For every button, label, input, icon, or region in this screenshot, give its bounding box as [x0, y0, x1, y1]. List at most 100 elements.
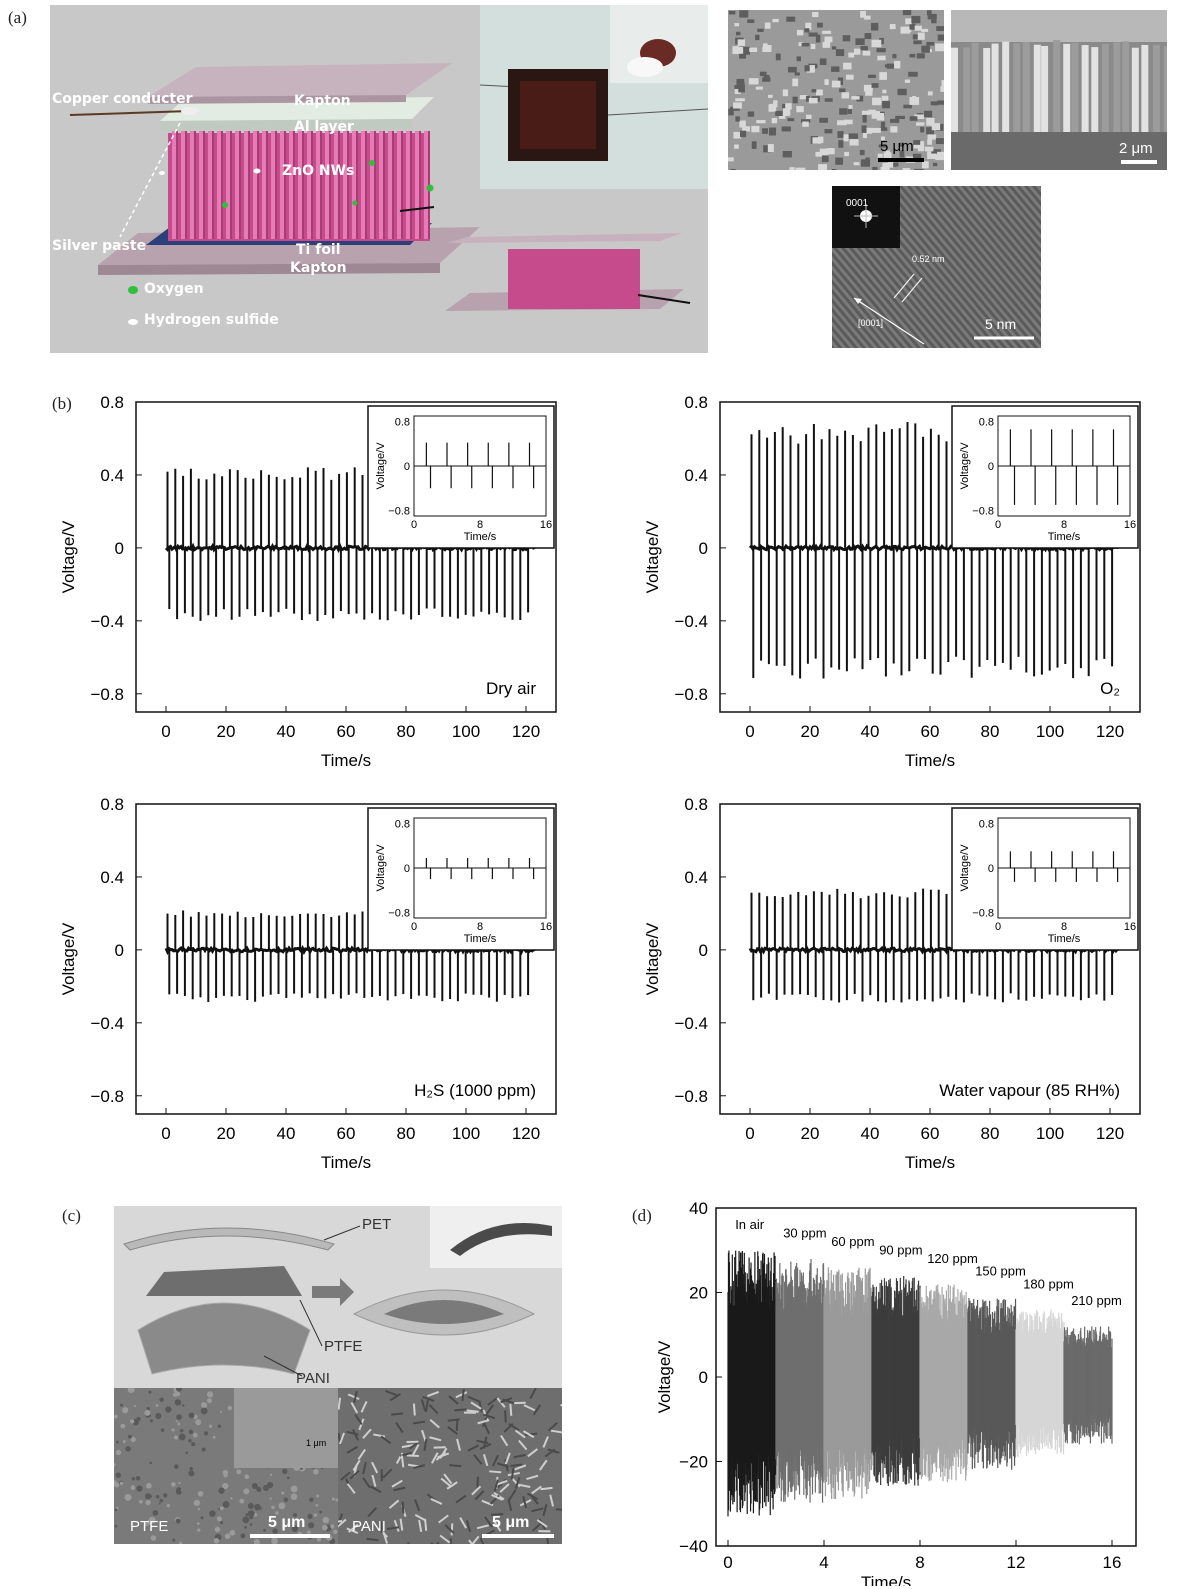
sem-grain [290, 1485, 298, 1493]
sem-grain [313, 1469, 319, 1475]
sem-grain [837, 120, 847, 126]
sem-grain [331, 1497, 335, 1501]
nanowire-cross-section [1122, 41, 1130, 134]
silver-paste-dot [181, 107, 199, 115]
sem-grain [125, 1446, 131, 1452]
sem-grain [739, 10, 749, 18]
sem-grain [868, 74, 876, 78]
device-schematic: Copper conducter Kapton Al layer ZnO NWs… [50, 5, 708, 353]
sem-grain [909, 97, 920, 105]
sem-grain [738, 84, 745, 93]
scale-label-pani: 5 μm [492, 1514, 530, 1531]
sem-fiber [446, 1481, 458, 1490]
sem-grain [322, 1516, 329, 1524]
chart-b-3: 0 20 40 60 80 100 1200.80.40−0.4−0.8Time/sVolt… [59, 795, 557, 1172]
sem-grain [762, 77, 771, 82]
sem-grain [114, 1414, 118, 1419]
y-tick-label: −20 [679, 1453, 708, 1472]
sem-grain [155, 1404, 159, 1407]
nanowire-shadow [230, 131, 232, 239]
sem-grain [837, 131, 844, 138]
sem-grain [741, 46, 751, 55]
sem-grain [736, 47, 744, 54]
sem-fiber [440, 1477, 452, 1487]
sem-grain [173, 1435, 179, 1440]
silver-paste-pointer [119, 122, 181, 238]
sem-fiber [465, 1520, 472, 1533]
sem-grain [263, 1528, 267, 1532]
sem-grain [782, 89, 789, 97]
sem-grain [819, 148, 829, 156]
sem-grain [115, 1449, 122, 1456]
sem-grain [781, 126, 791, 132]
sem-grain [759, 71, 767, 77]
sem-grain [176, 1414, 182, 1420]
sem-grain [887, 159, 894, 168]
sem-grain [185, 1451, 189, 1455]
sem-fiber [423, 1438, 428, 1451]
sem-grain [313, 1513, 317, 1517]
sem-grain [899, 150, 905, 158]
sem-grain [819, 58, 827, 66]
sem-grain [739, 120, 746, 128]
sem-fiber [499, 1483, 510, 1493]
sem-grain [902, 10, 912, 16]
saed-label: 0001 [846, 198, 869, 209]
sem-grain [940, 86, 944, 92]
sem-fiber [514, 1477, 521, 1490]
condition-label: Water vapour (85 RH%) [939, 1081, 1120, 1100]
tem-image: 0001 0.52 nm [0001] 5 nm [832, 186, 1041, 348]
sem-grain [219, 1506, 224, 1511]
sem-grain [917, 32, 925, 40]
sem-fiber [542, 1503, 548, 1517]
sem-fiber [455, 1418, 459, 1431]
sem-fiber [493, 1479, 499, 1492]
condition-label: Dry air [486, 679, 536, 698]
sem-grain [197, 1528, 201, 1532]
sem-fiber [401, 1501, 405, 1514]
sem-grain [860, 45, 868, 51]
sem-grain [188, 1470, 195, 1477]
nanowire-shadow [392, 131, 394, 239]
sem-grain [923, 110, 933, 118]
sem-grain [253, 1539, 260, 1544]
sem-grain [330, 1524, 335, 1529]
sem-fiber [510, 1463, 523, 1467]
panel-label-a: (a) [8, 8, 27, 27]
sem-grain [275, 1511, 279, 1515]
sem-grain [882, 162, 890, 169]
segment-210-ppm: 210 ppm [1063, 1293, 1122, 1445]
sem-grain [197, 1490, 204, 1497]
sem-fiber [523, 1404, 536, 1412]
sem-fiber [523, 1430, 535, 1439]
label-zno-nws: ZnO NWs [282, 163, 355, 179]
sem-grain [810, 43, 816, 50]
sem-grain [816, 22, 823, 28]
sem-grain [892, 54, 897, 59]
sem-fiber [401, 1443, 414, 1449]
sem-grain [200, 1407, 208, 1415]
sem-grain [879, 72, 887, 80]
sem-grain [916, 122, 925, 126]
sem-fiber [470, 1401, 482, 1410]
sem-grain [824, 36, 833, 43]
sem-grain [171, 1482, 176, 1487]
sem-grain [144, 1493, 151, 1500]
x-tick-label: 120 [1096, 722, 1124, 741]
sem-grain [878, 144, 887, 148]
nanowire [352, 131, 358, 239]
sem-fiber [482, 1454, 489, 1467]
sem-fiber [536, 1519, 548, 1528]
sem-grain [159, 1498, 164, 1503]
y-tick-label: 0.8 [100, 393, 124, 412]
sem-fiber [479, 1442, 492, 1450]
sem-grain [175, 1420, 178, 1423]
sem-fiber [500, 1435, 509, 1447]
sem-grain [196, 1522, 200, 1526]
sem-grain [890, 126, 898, 133]
sem-grain [831, 46, 837, 50]
y-tick-label: 40 [689, 1199, 708, 1218]
sem-grain [742, 126, 751, 132]
y-tick-label: 0.8 [100, 795, 124, 814]
sem-grain [838, 140, 844, 148]
